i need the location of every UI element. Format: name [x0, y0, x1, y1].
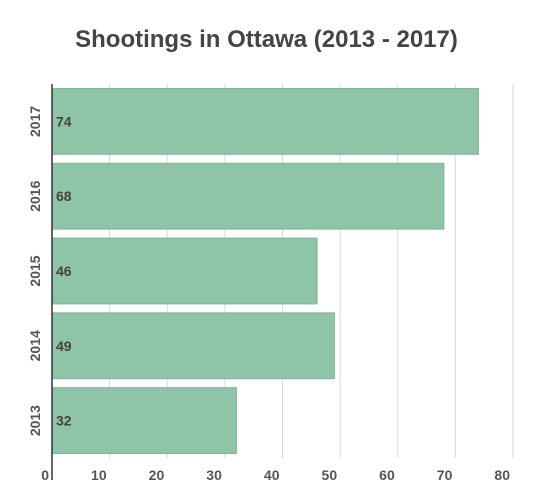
x-tick-label: 40: [264, 467, 280, 483]
x-tick-label: 70: [437, 467, 453, 483]
y-tick-label-2013: 2013: [27, 405, 43, 436]
data-label-2014: 49: [56, 338, 72, 354]
bar-2016: [51, 162, 445, 230]
data-label-2015: 46: [56, 263, 72, 279]
data-label-2013: 32: [56, 413, 72, 429]
y-tick-label-2014: 2014: [27, 330, 43, 361]
x-tick-label: 60: [379, 467, 395, 483]
y-tick-label-2015: 2015: [27, 255, 43, 286]
bar-2017: [51, 87, 479, 155]
bar-2015: [51, 237, 318, 305]
x-tick-label: 20: [149, 467, 165, 483]
data-label-2017: 74: [56, 113, 72, 129]
bar-2014: [51, 312, 335, 380]
x-tick-label: 0: [41, 467, 49, 483]
chart-title: Shootings in Ottawa (2013 - 2017): [75, 26, 458, 53]
bar-2013: [51, 387, 237, 455]
x-tick-label: 10: [91, 467, 107, 483]
x-tick-label: 50: [322, 467, 338, 483]
x-tick-label: 30: [206, 467, 222, 483]
data-label-2016: 68: [56, 188, 72, 204]
y-tick-label-2016: 2016: [27, 180, 43, 211]
y-tick-label-2017: 2017: [27, 106, 43, 137]
x-tick-label: 80: [494, 467, 510, 483]
